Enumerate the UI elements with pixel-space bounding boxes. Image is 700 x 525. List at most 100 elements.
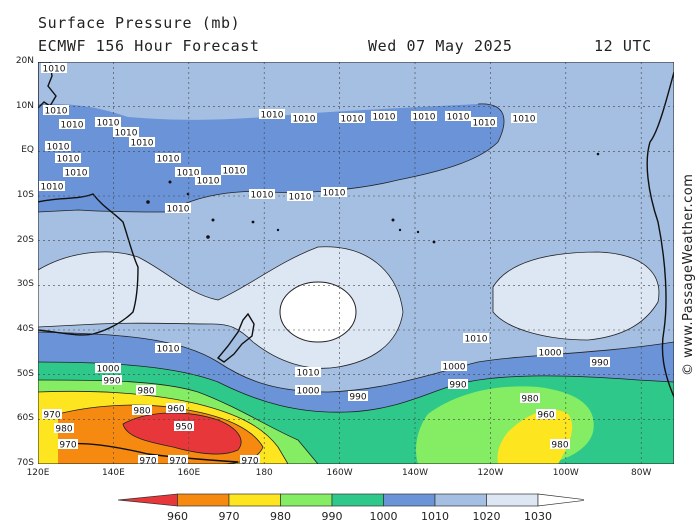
isobar-label-text: 980 — [55, 425, 72, 435]
isobar-label: 1010 — [411, 111, 437, 123]
colorbar-level-label: 1020 — [472, 510, 501, 523]
isobar-label-text: 980 — [521, 395, 538, 405]
isobar-label: 1010 — [471, 117, 497, 129]
isobar-label-text: 970 — [241, 457, 258, 465]
isobar-label-text: 1010 — [177, 169, 200, 179]
isobar-label-text: 1010 — [251, 191, 274, 201]
isobar-label-text: 1010 — [41, 183, 64, 193]
isobar-label: 1010 — [113, 127, 139, 139]
isobar-label: 1010 — [45, 141, 71, 153]
isobar-label: 1010 — [39, 181, 65, 193]
isobar-label-text: 1010 — [473, 119, 496, 129]
coastline-australia — [38, 193, 139, 336]
colorbar-level-label: 1010 — [421, 510, 449, 523]
isobar-label: 1010 — [291, 113, 317, 125]
isobar-label-text: 1010 — [45, 107, 68, 117]
lon-label: 140E — [101, 468, 125, 478]
forecast-time: 12 UTC — [594, 37, 652, 55]
isobar-label-text: 1010 — [513, 115, 536, 125]
isobar-label: 1010 — [321, 187, 347, 199]
isobar-label: 960 — [166, 403, 186, 415]
isobar-label-text: 1010 — [341, 115, 364, 125]
model-forecast-label: ECMWF 156 Hour Forecast — [38, 37, 260, 55]
pressure-colorbar — [118, 493, 584, 507]
isobar-label: 980 — [520, 393, 540, 405]
lat-label: 10S — [16, 190, 34, 200]
colorbar-segment — [331, 493, 384, 507]
isobar-label: 980 — [550, 439, 570, 451]
isobar-label-text: 1010 — [131, 139, 154, 149]
isobar-label-text: 1010 — [157, 155, 180, 165]
isobar-label: 1010 — [63, 167, 89, 179]
isobar-label-text: 1010 — [115, 129, 138, 139]
lon-label: 80W — [631, 468, 652, 478]
colorbar-level-label: 1030 — [524, 510, 552, 523]
isobar-label-text: 1010 — [43, 65, 66, 75]
isobar-label: 1010 — [41, 63, 67, 75]
isobar-label: 1010 — [155, 343, 181, 355]
isobar-label: 990 — [448, 379, 468, 391]
isobar-label-text: 1010 — [65, 169, 88, 179]
isobar-label: 1010 — [195, 175, 221, 187]
isobar-label-text: 980 — [551, 441, 568, 451]
isobar-label-text: 1010 — [157, 345, 180, 355]
isobar-label-text: 1010 — [297, 369, 320, 379]
isobar-label-text: 990 — [103, 377, 120, 387]
isobar-label: 1010 — [511, 113, 537, 125]
isobar-label: 1010 — [43, 105, 69, 117]
isobar-label: 970 — [168, 455, 188, 464]
lat-label: 20N — [15, 56, 34, 66]
lat-label: 20S — [16, 234, 34, 245]
lat-label: 40S — [16, 324, 34, 334]
pressure-map: 1010101010101010101010101010101010101010… — [38, 62, 674, 464]
colorbar-segment — [434, 493, 487, 507]
isobar-label: 970 — [58, 439, 78, 451]
isobar-label: 1000 — [441, 361, 467, 373]
colorbar-segment — [177, 493, 230, 507]
isobar-label-text: 1010 — [323, 189, 346, 199]
isobar-label: 1010 — [339, 113, 365, 125]
isobar-label-text: 1010 — [97, 119, 120, 129]
isobar-label: 1010 — [249, 189, 275, 201]
isobar-label-text: 1010 — [289, 193, 312, 203]
isobar-label-text: 1000 — [443, 363, 466, 373]
isobar-label: 980 — [54, 423, 74, 435]
lat-label: 60S — [16, 413, 34, 424]
colorbar-segment — [228, 493, 281, 507]
isobar-label-text: 1010 — [223, 167, 246, 177]
colorbar-level-label: 960 — [167, 510, 188, 523]
colorbar-level-label: 970 — [218, 510, 240, 523]
isobar-label: 990 — [102, 375, 122, 387]
coastline-antarctica — [67, 442, 239, 463]
isobar-label-text: 980 — [137, 387, 154, 397]
isobar-label-text: 1010 — [261, 111, 284, 121]
isobar-label: 1010 — [445, 111, 471, 123]
isobar-label: 950 — [174, 421, 194, 433]
lat-label: 10N — [15, 100, 34, 111]
isobar-label: 980 — [136, 385, 156, 397]
isobar-label-text: 1010 — [447, 113, 470, 123]
isobar-label-text: 970 — [43, 411, 60, 421]
colorbar-segment — [383, 493, 436, 507]
coastline-new-zealand — [216, 312, 255, 363]
colorbar-level-label: 1000 — [369, 510, 398, 523]
coastline-south-america — [646, 71, 674, 398]
isobar-label-text: 1010 — [167, 205, 190, 215]
isobar-label-text: 970 — [169, 457, 186, 465]
fill-1000-1010-tropics — [38, 103, 504, 212]
fill-1020-1030-east — [493, 252, 659, 340]
lon-label: 160W — [326, 468, 353, 478]
isobar-label-text: 1000 — [97, 365, 120, 375]
isobar-label: 990 — [348, 391, 368, 403]
fill-1030-high-center — [279, 281, 357, 343]
isobar-label: 1010 — [259, 109, 285, 121]
isobar-label: 1000 — [95, 363, 121, 375]
colorbar-segment — [537, 493, 584, 507]
isobar-label-text: 960 — [537, 411, 554, 421]
isobar-label: 1010 — [165, 203, 191, 215]
lon-label: 160E — [177, 468, 201, 478]
fill-950-960 — [122, 412, 242, 455]
isobar-label: 1010 — [175, 167, 201, 179]
isobar-label-text: 1010 — [373, 113, 396, 123]
isobar-label: 970 — [240, 455, 260, 464]
